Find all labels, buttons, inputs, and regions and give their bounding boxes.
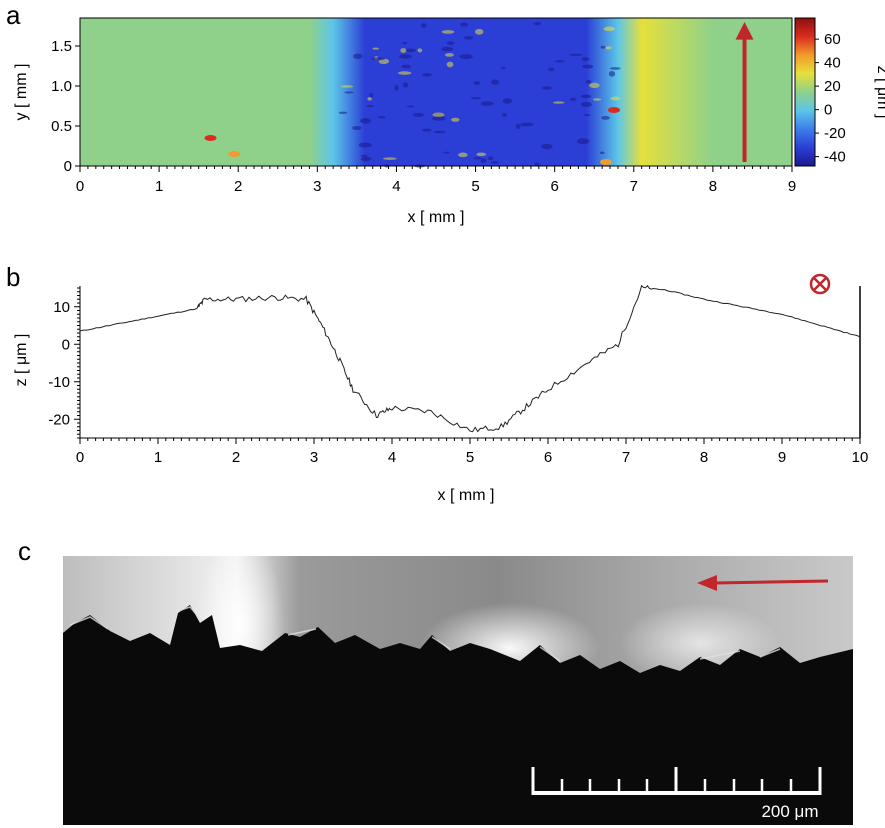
y-axis-label-a: y [ mm ] [13, 64, 30, 121]
y-tick-label-a: 1.0 [51, 78, 72, 95]
y-tick-label-a: 0 [64, 158, 72, 175]
x-tick-label-a: 5 [471, 178, 479, 195]
x-tick-label-a: 8 [709, 178, 717, 195]
sem-micrograph: 200 μm [63, 553, 853, 825]
x-tick-label-a: 1 [155, 178, 163, 195]
x-tick-label-b: 10 [852, 449, 869, 466]
x-axis-label-b: x [ mm ] [438, 487, 495, 504]
y-axis-b: 10 0 -10 -20 [48, 287, 80, 439]
x-tick-label-b: 3 [310, 449, 318, 466]
colorbar-tick-label: -40 [824, 149, 846, 166]
y-tick-label-a: 0.5 [51, 118, 72, 135]
colorbar-tick-label: -20 [824, 125, 846, 142]
x-tick-label-a: 2 [234, 178, 242, 195]
x-tick-label-a: 0 [76, 178, 84, 195]
x-axis-a: 0 1 2 3 4 5 6 7 8 9 [76, 166, 796, 195]
y-tick-label-b: -20 [48, 411, 70, 428]
x-axis-label-a: x [ mm ] [408, 209, 465, 226]
x-tick-label-b: 9 [778, 449, 786, 466]
colorbar-tick-label: 40 [824, 55, 841, 72]
profile-line [79, 284, 861, 433]
into-page-marker [809, 273, 831, 295]
x-tick-label-a: 6 [550, 178, 558, 195]
heatmap-texture [204, 22, 621, 168]
x-tick-label-b: 4 [388, 449, 396, 466]
colorbar [794, 17, 816, 167]
x-tick-label-b: 7 [622, 449, 630, 466]
x-tick-label-b: 0 [76, 449, 84, 466]
scan-direction-arrow [735, 22, 754, 162]
panel-letter-b: b [6, 262, 21, 292]
x-tick-label-b: 1 [154, 449, 162, 466]
x-tick-label-a: 3 [313, 178, 321, 195]
x-tick-label-b: 5 [466, 449, 474, 466]
y-tick-label-b: 0 [62, 336, 70, 353]
x-tick-label-a: 7 [630, 178, 638, 195]
scale-bar-label: 200 μm [761, 802, 818, 821]
debris-highlights [69, 606, 781, 662]
colorbar-ticks: 60 40 20 0 -20 -40 [815, 31, 846, 166]
x-tick-label-b: 2 [232, 449, 240, 466]
x-axis-b: 0 1 2 3 4 5 6 7 8 9 10 [76, 438, 869, 466]
y-tick-label-b: -10 [48, 374, 70, 391]
panel-letter-a: a [6, 0, 21, 30]
colorbar-tick-label: 60 [824, 31, 841, 48]
scale-bar: 200 μm [531, 767, 822, 821]
plot-area-b [79, 284, 861, 439]
heatmap-field [80, 18, 792, 166]
y-axis-a: 0 0.5 1.0 1.5 [51, 38, 80, 175]
x-tick-label-a: 4 [392, 178, 400, 195]
colorbar-tick-label: 0 [824, 102, 832, 119]
colorbar-tick-label: 20 [824, 78, 841, 95]
x-tick-label-b: 8 [700, 449, 708, 466]
panel-letter-c: c [18, 536, 31, 566]
micrograph-arrow [697, 575, 829, 591]
x-tick-label-b: 6 [544, 449, 552, 466]
line-chart: 0 1 2 3 4 5 6 7 8 9 10 10 0 -10 -20 x [ mm ] z [ μm ] [13, 273, 869, 504]
x-tick-label-a: 9 [788, 178, 796, 195]
colorbar-label: z [ μm ] [874, 66, 885, 119]
y-axis-label-b: z [ μm ] [13, 334, 30, 387]
surface-profile [63, 605, 853, 825]
y-tick-label-b: 10 [53, 299, 70, 316]
y-tick-label-a: 1.5 [51, 38, 72, 55]
